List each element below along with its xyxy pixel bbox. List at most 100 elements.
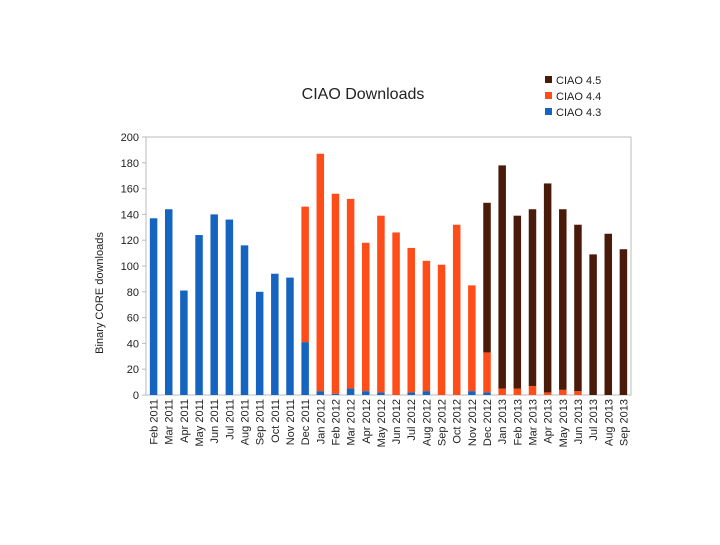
legend-swatch xyxy=(545,92,552,99)
bar-ciao-4-4-15 xyxy=(377,215,385,393)
bar-ciao-4-3-15 xyxy=(377,392,385,395)
bar-ciao-4-5-24 xyxy=(513,215,522,389)
bar-ciao-4-4-14 xyxy=(362,242,370,392)
bar-ciao-4-5-26 xyxy=(543,183,552,393)
x-tick-label: Apr 2011 xyxy=(179,399,191,443)
bar-ciao-4-3-7 xyxy=(255,291,264,395)
x-tick-label: Feb 2011 xyxy=(149,399,161,445)
bar-ciao-4-3-8 xyxy=(271,273,279,395)
x-tick-label: Oct 2011 xyxy=(270,399,282,443)
legend-label: CIAO 4.3 xyxy=(556,107,601,119)
x-tick-label: Aug 2013 xyxy=(603,399,615,446)
x-tick-label: Mar 2012 xyxy=(346,399,358,445)
x-tick-label: Sep 2011 xyxy=(255,399,267,445)
bar-ciao-4-3-9 xyxy=(286,277,294,395)
bar-ciao-4-3-4 xyxy=(210,214,218,395)
x-tick-label: May 2013 xyxy=(558,399,570,447)
bar-ciao-4-3-2 xyxy=(180,290,188,395)
bar-ciao-4-3-22 xyxy=(483,392,491,395)
x-tick-label: Dec 2012 xyxy=(482,399,494,446)
bar-ciao-4-5-22 xyxy=(483,202,491,353)
bar-ciao-4-4-13 xyxy=(346,198,355,389)
bar-ciao-4-4-16 xyxy=(392,232,400,395)
x-tick-label: Jan 2013 xyxy=(497,399,509,444)
y-tick-label: 180 xyxy=(121,158,139,170)
y-tick-label: 60 xyxy=(127,313,139,325)
x-tick-label: Mar 2011 xyxy=(164,399,176,445)
y-axis-label: Binary CORE downloads xyxy=(94,232,106,354)
x-tick-label: Aug 2012 xyxy=(421,399,433,446)
bar-ciao-4-5-28 xyxy=(574,224,582,392)
x-tick-label: Nov 2012 xyxy=(467,399,479,446)
bar-ciao-4-4-27 xyxy=(559,389,567,395)
y-tick-label: 140 xyxy=(121,209,139,221)
y-tick-label: 200 xyxy=(121,132,139,144)
bar-ciao-4-4-12 xyxy=(331,193,340,394)
bar-ciao-4-4-21 xyxy=(468,285,476,392)
bar-ciao-4-4-17 xyxy=(407,247,415,393)
bar-ciao-4-3-12 xyxy=(331,393,340,395)
bar-ciao-4-3-1 xyxy=(164,209,173,395)
bar-ciao-4-4-10 xyxy=(301,206,309,343)
y-tick-label: 100 xyxy=(121,261,139,273)
y-tick-label: 120 xyxy=(121,235,139,247)
x-tick-label: Jul 2011 xyxy=(224,399,236,440)
bar-ciao-4-3-17 xyxy=(407,392,415,395)
x-tick-label: Oct 2012 xyxy=(452,399,464,444)
bar-ciao-4-4-20 xyxy=(452,224,461,395)
bar-ciao-4-3-13 xyxy=(346,388,355,395)
legend-swatch xyxy=(545,108,552,115)
x-tick-label: Sep 2013 xyxy=(618,399,630,446)
bar-ciao-4-4-11 xyxy=(316,153,325,392)
bar-ciao-4-4-25 xyxy=(528,385,537,395)
y-axis: 0 20 40 60 80 100 120 140 160 180 200 xyxy=(121,132,146,402)
bar-ciao-4-4-18 xyxy=(422,260,431,392)
x-tick-label: Jun 2011 xyxy=(209,399,221,443)
y-tick-label: 160 xyxy=(121,184,139,196)
y-tick-label: 80 xyxy=(127,287,139,299)
x-tick-label: Jun 2013 xyxy=(573,399,585,444)
x-tick-label: Jul 2012 xyxy=(406,399,418,441)
y-tick-label: 20 xyxy=(127,364,139,376)
bar-ciao-4-4-22 xyxy=(483,352,491,393)
x-tick-label: May 2011 xyxy=(194,399,206,447)
bar-ciao-4-4-28 xyxy=(574,391,582,395)
x-tick-label: May 2012 xyxy=(376,399,388,447)
chart-title: CIAO Downloads xyxy=(302,86,425,103)
x-tick-label: Jun 2012 xyxy=(391,399,403,444)
legend-label: CIAO 4.4 xyxy=(556,91,601,103)
bar-ciao-4-3-10 xyxy=(301,342,309,395)
legend-label: CIAO 4.5 xyxy=(556,75,601,87)
x-tick-label: Jan 2012 xyxy=(315,399,327,444)
bar-ciao-4-3-0 xyxy=(149,218,158,395)
y-tick-label: 0 xyxy=(133,390,139,402)
bar-ciao-4-5-27 xyxy=(559,209,567,390)
x-tick-label: Feb 2012 xyxy=(330,399,342,445)
legend: CIAO 4.5 CIAO 4.4 CIAO 4.3 xyxy=(545,75,601,119)
x-tick-label: Apr 2013 xyxy=(543,399,555,444)
y-tick-label: 40 xyxy=(127,338,139,350)
bar-ciao-4-5-23 xyxy=(498,165,506,389)
bar-ciao-4-5-25 xyxy=(528,209,537,386)
x-axis: Feb 2011 Mar 2011 Apr 2011 May 2011 Jun 2011… xyxy=(149,399,631,447)
bar-ciao-4-3-21 xyxy=(468,391,476,395)
bar-ciao-4-4-19 xyxy=(437,264,446,395)
x-tick-label: Sep 2012 xyxy=(437,399,449,446)
bar-ciao-4-4-24 xyxy=(513,388,522,395)
bar-ciao-4-3-5 xyxy=(225,219,234,395)
x-tick-label: Mar 2013 xyxy=(527,399,539,445)
bar-ciao-4-3-14 xyxy=(362,391,370,395)
x-tick-label: Feb 2013 xyxy=(512,399,524,445)
x-tick-label: Nov 2011 xyxy=(285,399,297,445)
bar-ciao-4-3-11 xyxy=(316,391,325,395)
x-tick-label: Aug 2011 xyxy=(240,399,252,445)
bar-ciao-4-3-6 xyxy=(240,245,249,395)
bar-ciao-4-5-29 xyxy=(589,254,597,395)
x-tick-label: Dec 2011 xyxy=(300,399,312,445)
bar-ciao-4-4-26 xyxy=(543,392,552,395)
legend-swatch xyxy=(545,76,552,83)
bar-group xyxy=(149,153,628,395)
bar-ciao-4-5-30 xyxy=(604,233,613,395)
